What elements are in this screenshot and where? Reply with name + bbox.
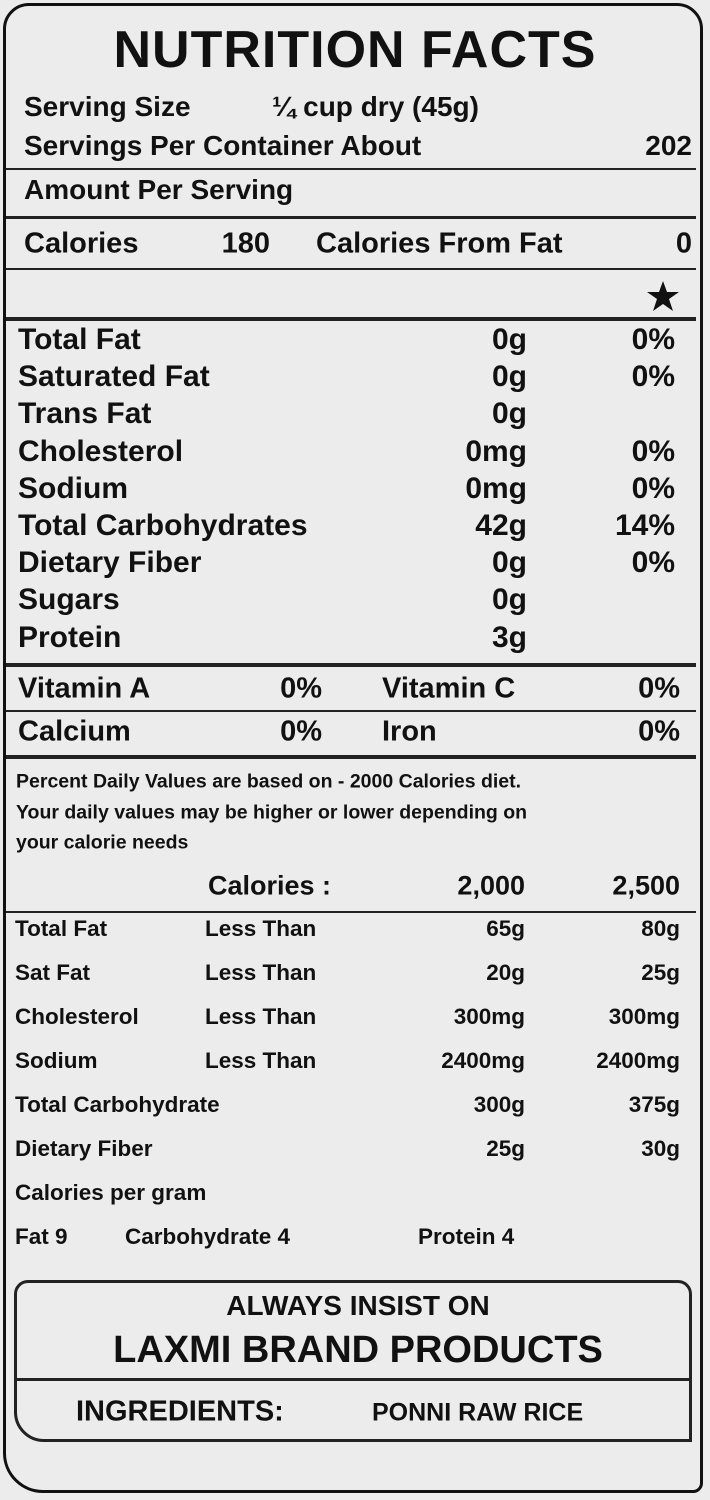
star-icon — [647, 281, 679, 311]
nutrient-amount: 0g — [491, 397, 527, 431]
dv-limit: Less Than — [205, 1047, 317, 1073]
dv-2500: 375g — [628, 1091, 680, 1117]
dv-name: Dietary Fiber — [15, 1135, 153, 1161]
nutrient-dv: 0% — [631, 323, 675, 356]
amount-per-serving: Amount Per Serving — [24, 174, 294, 205]
nutrient-amount: 42g — [475, 509, 527, 542]
calories-per-gram: Calories per gram — [15, 1179, 207, 1205]
nutrient-amount: 0g — [491, 546, 527, 580]
brand-line1: ALWAYS INSIST ON — [226, 1290, 490, 1321]
dv-2000: 25g — [486, 1135, 525, 1161]
serving-size-label: Serving Size — [24, 91, 191, 122]
brand-divider — [14, 1378, 692, 1381]
dv-2000: 300g — [473, 1091, 525, 1117]
brand-name: LAXMI BRAND PRODUCTS — [113, 1329, 603, 1371]
vitamin-name: Calcium — [18, 715, 131, 748]
vitamin-dv: 0% — [638, 672, 680, 705]
calories-fat-label: Calories From Fat — [316, 227, 563, 260]
nutrient-amount: 0mg — [465, 471, 527, 505]
vitamin-name: Iron — [382, 715, 437, 748]
dv-name: Sodium — [15, 1047, 98, 1073]
nutrient-name: Trans Fat — [18, 397, 152, 431]
calories-value: 180 — [221, 227, 270, 260]
dv-2500: 25g — [641, 959, 680, 985]
nutrient-name: Total Fat — [18, 323, 141, 356]
nutrient-name: Cholesterol — [18, 434, 184, 468]
vitamin-dv: 0% — [280, 672, 322, 705]
vitamin-dv: 0% — [638, 715, 680, 748]
serving-size-value: ¼ cup dry (45g) — [272, 91, 479, 122]
nutrient-amount: 0g — [491, 583, 527, 617]
nutrient-name: Total Carbohydrates — [18, 509, 308, 542]
nutrient-name: Dietary Fiber — [18, 546, 202, 580]
dv-limit: Less Than — [205, 915, 317, 941]
dv-2500: 80g — [641, 915, 680, 941]
vitamin-name: Vitamin A — [18, 672, 151, 705]
nutrient-name: Sodium — [18, 471, 128, 505]
nutrient-dv: 0% — [631, 471, 675, 505]
nutrient-name: Sugars — [18, 583, 120, 617]
nutrient-name: Protein — [18, 620, 122, 654]
nutrient-dv: 0% — [631, 434, 675, 468]
dv-header-calories: Calories : — [208, 870, 332, 901]
dv-2500: 2400mg — [596, 1047, 680, 1073]
ingredients-label: INGREDIENTS: — [76, 1395, 284, 1428]
dv-2000: 300mg — [453, 1003, 525, 1029]
vitamin-dv: 0% — [280, 715, 322, 748]
dv-header-2500: 2,500 — [612, 870, 680, 901]
nutrient-dv: 14% — [614, 509, 675, 542]
dv-2000: 20g — [486, 959, 525, 985]
ingredients-value: PONNI RAW RICE — [372, 1398, 584, 1427]
rule — [6, 911, 696, 913]
rule — [6, 168, 696, 170]
dv-2500: 30g — [641, 1135, 680, 1161]
footnote-line: your calorie needs — [16, 831, 189, 854]
nutrient-amount: 3g — [491, 620, 527, 654]
dv-name: Total Fat — [15, 915, 108, 941]
calories-per-gram-item: Carbohydrate 4 — [125, 1223, 291, 1249]
nutrient-dv: 0% — [631, 546, 675, 580]
dv-name: Total Carbohydrate — [15, 1091, 220, 1117]
calories-per-gram-item: Protein 4 — [418, 1223, 515, 1249]
dv-2000: 65g — [486, 915, 525, 941]
rule — [6, 663, 696, 667]
dv-2000: 2400mg — [441, 1047, 525, 1073]
servings-value: 202 — [645, 130, 692, 161]
calories-label: Calories — [24, 227, 139, 260]
brand-box — [14, 1280, 692, 1442]
nutrient-amount: 0mg — [465, 434, 527, 468]
rule — [6, 317, 696, 321]
dv-name: Cholesterol — [15, 1003, 139, 1029]
vitamin-name: Vitamin C — [382, 672, 516, 705]
rule — [6, 268, 696, 270]
title: NUTRITION FACTS — [113, 21, 597, 79]
rule — [6, 216, 696, 219]
dv-header-2000: 2,000 — [457, 870, 525, 901]
dv-limit: Less Than — [205, 959, 317, 985]
calories-fat-value: 0 — [675, 227, 692, 260]
footnote-line: Your daily values may be higher or lower… — [16, 800, 528, 823]
nutrient-name: Saturated Fat — [18, 360, 210, 394]
dv-name: Sat Fat — [15, 959, 91, 985]
dv-2500: 300mg — [608, 1003, 680, 1029]
rule — [6, 710, 696, 712]
frame — [3, 3, 703, 1493]
servings-label: Servings Per Container About — [24, 130, 422, 161]
footnote-line: Percent Daily Values are based on - 2000… — [16, 770, 522, 793]
dv-limit: Less Than — [205, 1003, 317, 1029]
nutrient-dv: 0% — [631, 360, 675, 394]
nutrient-amount: 0g — [491, 323, 527, 356]
rule — [6, 755, 696, 759]
nutrient-amount: 0g — [491, 360, 527, 394]
calories-per-gram-item: Fat 9 — [15, 1223, 68, 1249]
